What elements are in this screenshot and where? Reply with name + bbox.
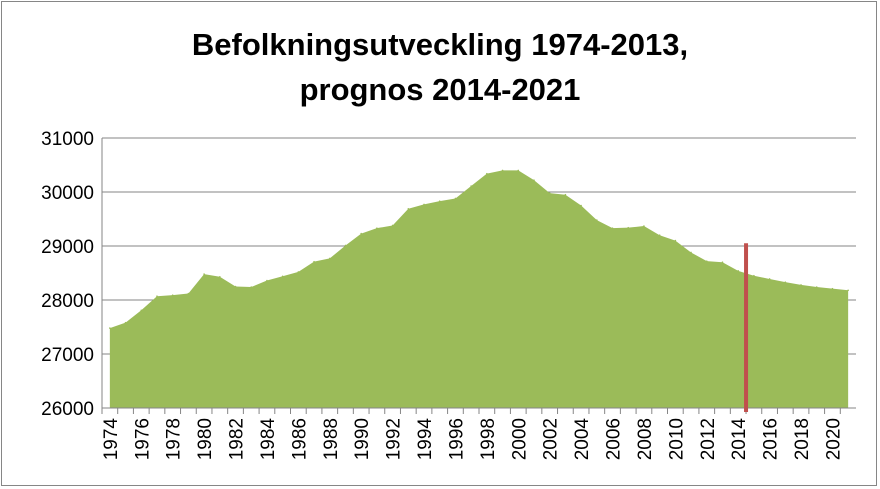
x-tick-label: 2016 <box>761 418 782 460</box>
x-tick-label: 2014 <box>729 418 750 461</box>
data-point <box>250 286 253 288</box>
x-tick-label: 2004 <box>572 418 593 461</box>
population-area <box>109 170 849 408</box>
x-tick-label: 1982 <box>227 418 248 460</box>
data-point <box>674 239 677 242</box>
data-point <box>611 227 614 229</box>
x-tick-label: 1994 <box>415 418 436 461</box>
x-tick-label: 1974 <box>101 418 122 461</box>
data-point <box>219 275 221 278</box>
x-tick-label: 1984 <box>258 418 279 461</box>
x-tick-label: 1986 <box>289 418 310 460</box>
data-point <box>470 185 472 187</box>
data-point <box>705 260 708 262</box>
data-point <box>124 321 127 324</box>
data-point <box>768 278 771 280</box>
data-point <box>486 172 488 175</box>
data-point <box>328 257 331 260</box>
data-point <box>140 309 143 312</box>
data-point <box>360 232 362 235</box>
data-point <box>800 284 802 286</box>
data-point <box>737 270 739 272</box>
x-tick-label: 1980 <box>195 418 216 460</box>
data-point <box>407 207 410 210</box>
data-point <box>564 193 567 196</box>
x-tick-label: 2008 <box>635 418 656 460</box>
data-point <box>831 287 834 290</box>
data-point <box>109 327 111 329</box>
data-point <box>391 224 394 227</box>
x-tick-label: 1992 <box>384 418 405 460</box>
data-point <box>234 285 237 288</box>
data-point <box>753 274 755 277</box>
x-tick-label: 2002 <box>541 418 562 460</box>
data-point <box>784 281 787 283</box>
data-point <box>643 225 645 227</box>
data-point <box>596 219 598 221</box>
data-point <box>376 227 378 229</box>
data-point <box>281 275 284 278</box>
data-point <box>815 286 818 288</box>
x-tick-label: 1998 <box>478 418 499 460</box>
x-tick-label: 1988 <box>321 418 342 460</box>
y-tick-label: 31000 <box>41 129 94 150</box>
data-point <box>156 295 158 298</box>
data-point <box>658 234 661 236</box>
y-tick-label: 27000 <box>41 345 94 366</box>
x-tick-label: 1990 <box>352 418 373 460</box>
data-point <box>533 179 535 181</box>
data-point <box>517 169 520 172</box>
data-point <box>501 169 504 172</box>
data-point <box>203 273 205 275</box>
x-tick-label: 2020 <box>823 418 844 460</box>
y-tick-label: 26000 <box>41 399 94 420</box>
data-point <box>438 200 441 202</box>
y-tick-label: 29000 <box>41 237 94 258</box>
x-tick-label: 1978 <box>164 418 185 460</box>
data-point <box>454 197 457 200</box>
data-point <box>580 204 582 207</box>
x-tick-label: 1976 <box>132 418 153 460</box>
data-point <box>187 292 190 295</box>
x-tick-label: 2012 <box>698 418 719 460</box>
data-point <box>721 261 724 264</box>
x-tick-label: 2018 <box>792 418 813 460</box>
y-tick-label: 28000 <box>41 291 94 312</box>
data-point <box>313 260 315 263</box>
data-point <box>847 289 849 292</box>
y-tick-label: 30000 <box>41 183 94 204</box>
x-tick-label: 2006 <box>604 418 625 460</box>
data-point <box>171 294 174 296</box>
data-point <box>423 203 425 206</box>
chart-title: Befolkningsutveckling 1974-2013, prognos… <box>191 27 689 107</box>
data-point <box>690 251 692 254</box>
data-point <box>627 226 630 229</box>
data-point <box>266 279 268 282</box>
data-point <box>344 244 347 247</box>
x-tick-label: 1996 <box>446 418 467 460</box>
x-tick-label: 2010 <box>666 418 687 460</box>
data-point <box>548 192 551 194</box>
data-point <box>297 271 300 273</box>
x-tick-label: 2000 <box>509 418 530 460</box>
